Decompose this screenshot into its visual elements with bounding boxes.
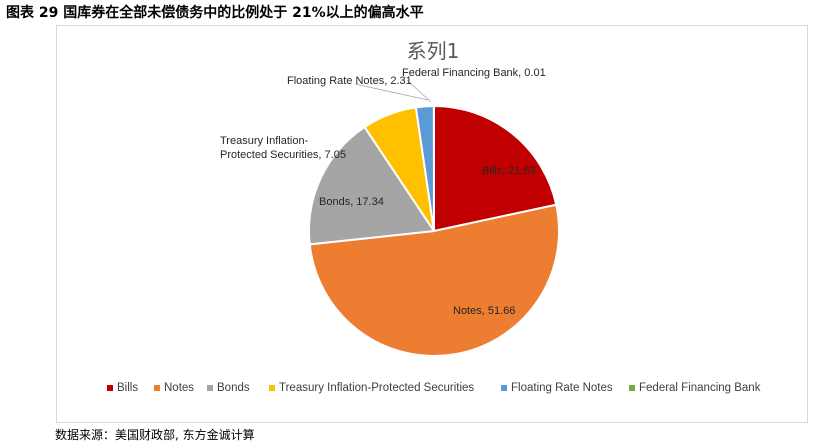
pie-slice-bills <box>433 104 558 233</box>
legend-label-bonds: Bonds <box>217 382 250 394</box>
legend-label-bills: Bills <box>117 382 138 394</box>
leader-line-floating-rate-notes <box>354 83 429 101</box>
data-label-bonds: Bonds, 17.34 <box>319 196 384 208</box>
legend-item-bonds: Bonds <box>207 382 250 394</box>
data-label-notes: Notes, 51.66 <box>453 305 515 317</box>
pie-slices <box>308 104 560 357</box>
data-label-floating-rate-notes: Floating Rate Notes, 2.31 <box>287 75 412 87</box>
legend-item-notes: Notes <box>154 382 194 394</box>
legend-swatch-bills <box>107 385 113 391</box>
source-note: 数据来源：美国财政部, 东方金诚计算 <box>55 428 255 442</box>
legend-swatch-notes <box>154 385 160 391</box>
legend-swatch-floating-rate-notes <box>501 385 507 391</box>
data-label-treasury-inflation-protected-securities: Treasury Inflation-Protected Securities,… <box>220 135 346 161</box>
chart-title: 系列1 <box>407 39 460 63</box>
pie-chart: 系列1 Bills, 21.63 Notes, 51.66 Bonds, 17.34… <box>107 39 761 394</box>
figure-title: 图表 29 国库券在全部未偿债务中的比例处于 21%以上的偏高水平 <box>6 5 424 21</box>
legend: Bills Notes Bonds Treasury Inflation-Protec… <box>107 382 761 394</box>
pie-slice-bonds <box>308 125 436 246</box>
chart-area: 系列1 Bills, 21.63 Notes, 51.66 Bonds, 17.34… <box>56 25 808 423</box>
leader-lines <box>354 79 432 103</box>
legend-swatch-treasury-inflation-protected-securities <box>269 385 275 391</box>
legend-label-floating-rate-notes: Floating Rate Notes <box>511 382 613 394</box>
legend-item-floating-rate-notes: Floating Rate Notes <box>501 382 613 394</box>
legend-swatch-bonds <box>207 385 213 391</box>
legend-label-treasury-inflation-protected-securities: Treasury Inflation-Protected Securities <box>279 382 474 394</box>
data-label-federal-financing-bank: Federal Financing Bank, 0.01 <box>402 67 546 79</box>
legend-label-federal-financing-bank: Federal Financing Bank <box>639 382 761 394</box>
legend-item-bills: Bills <box>107 382 138 394</box>
legend-item-treasury-inflation-protected-securities: Treasury Inflation-Protected Securities <box>269 382 474 394</box>
data-label-bills: Bills, 21.63 <box>482 165 536 177</box>
data-labels: Bills, 21.63 Notes, 51.66 Bonds, 17.34 Trea… <box>220 67 546 317</box>
legend-item-federal-financing-bank: Federal Financing Bank <box>629 382 761 394</box>
leader-line-federal-financing-bank <box>406 79 432 103</box>
pie-slice-notes <box>308 203 560 357</box>
legend-label-notes: Notes <box>164 382 194 394</box>
legend-swatch-federal-financing-bank <box>629 385 635 391</box>
